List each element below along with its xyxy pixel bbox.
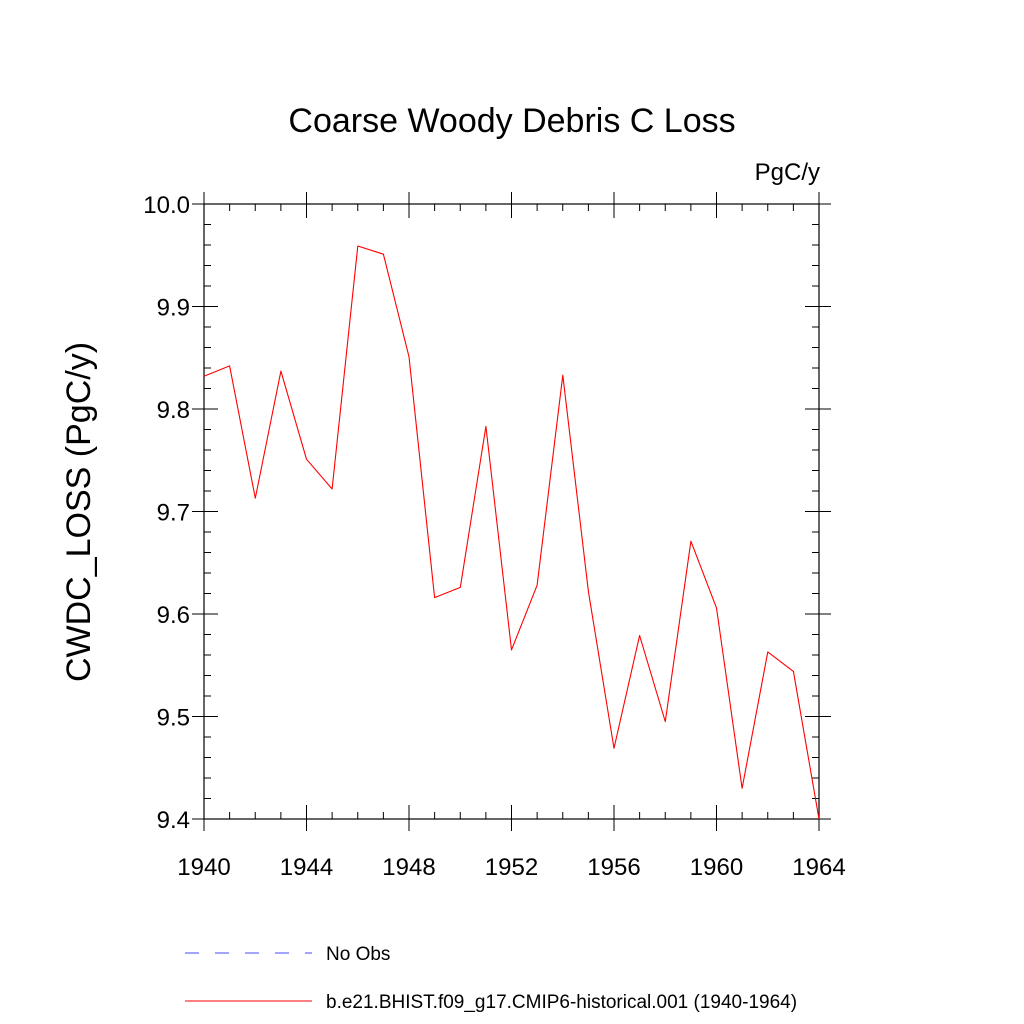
chart-title: Coarse Woody Debris C Loss (288, 102, 735, 140)
series-line (203, 245, 820, 820)
x-tick-label: 1964 (792, 854, 845, 881)
x-tick-label: 1948 (382, 854, 435, 881)
x-tick-label: 1960 (690, 854, 743, 881)
legend-label: No Obs (326, 944, 390, 965)
y-tick-label: 9.9 (157, 295, 190, 322)
y-tick-label: 9.4 (157, 807, 190, 834)
series-layer (203, 245, 820, 820)
x-tick-label: 1944 (280, 854, 333, 881)
y-tick-label: 9.7 (157, 500, 190, 527)
axis-ticks (192, 192, 831, 831)
plot-frame (203, 203, 820, 820)
units-label: PgC/y (755, 159, 820, 186)
legend-label: b.e21.BHIST.f09_g17.CMIP6-historical.001… (326, 992, 797, 1013)
x-tick-label: 1940 (177, 854, 230, 881)
legend: No Obs b.e21.BHIST.f09_g17.CMIP6-historic… (185, 944, 797, 1013)
y-axis-label: CWDC_LOSS (PgC/y) (60, 342, 98, 682)
tick-labels: 1940 1944 1948 1952 1956 1960 1964 9.4 9.5 9.6 9.7… (143, 192, 845, 881)
y-tick-label: 9.8 (157, 397, 190, 424)
y-tick-label: 10.0 (143, 192, 190, 219)
y-tick-label: 9.6 (157, 602, 190, 629)
y-tick-label: 9.5 (157, 705, 190, 732)
x-tick-label: 1956 (587, 854, 640, 881)
x-tick-label: 1952 (485, 854, 538, 881)
